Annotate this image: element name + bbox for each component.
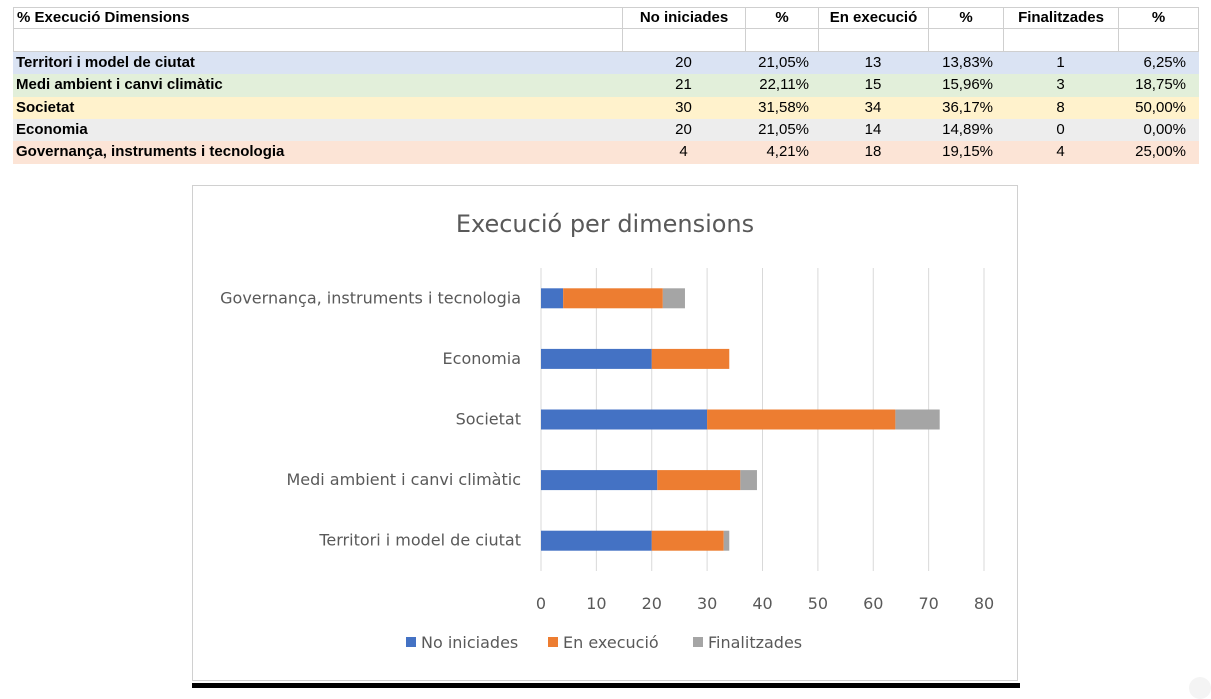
- table-row: Medi ambient i canvi climàtic 21 22,11% …: [13, 74, 1199, 97]
- stacked-bar-chart: 0 10 20 30 40 50 60 70 80 Territori i model de ci…: [220, 268, 994, 652]
- bar-segment: [723, 530, 730, 551]
- chart-title: Execució per dimensions: [455, 210, 755, 238]
- pct-no-iniciades-cell: 21,05%: [758, 53, 809, 71]
- pct-no-iniciades-cell: 22,11%: [759, 76, 809, 94]
- table-row: Governança, instruments i tecnologia 4 4…: [13, 141, 1199, 164]
- en-execucio-cell: 13: [864, 53, 882, 71]
- corner-scroll-indicator: [1189, 677, 1211, 699]
- pct-finalitzades-cell: 18,75%: [1135, 76, 1186, 94]
- category-label: Territori i model de ciutat: [318, 531, 521, 550]
- bar-segment: [662, 288, 685, 309]
- pct-no-iniciades-cell: 21,05%: [758, 120, 809, 138]
- x-tick-label: 40: [752, 594, 772, 613]
- x-tick-label: 50: [808, 594, 828, 613]
- legend-label: Finalitzades: [708, 633, 802, 652]
- legend-label: En execució: [563, 633, 659, 652]
- no-iniciades-cell: 4: [679, 143, 688, 161]
- bar-segment: [657, 470, 741, 491]
- pct-en-execucio-cell: 14,89%: [942, 120, 993, 138]
- execution-table: % Execució Dimensions No iniciades % En …: [13, 7, 1199, 164]
- bar-segment: [541, 348, 652, 369]
- pct-en-execucio-cell: 15,96%: [942, 76, 993, 94]
- no-iniciades-cell: 30: [675, 98, 692, 116]
- no-iniciades-cell: 20: [675, 120, 692, 138]
- bar-segment: [895, 409, 940, 430]
- dimension-name-cell: Governança, instruments i tecnologia: [16, 143, 285, 161]
- category-label: Societat: [456, 410, 521, 429]
- header-cell: En execució: [818, 7, 928, 30]
- x-tick-label: 80: [974, 594, 994, 613]
- legend-label: No iniciades: [421, 633, 518, 652]
- header-cell: %: [745, 7, 818, 30]
- no-iniciades-cell: 20: [675, 53, 692, 71]
- table-row: Societat 30 31,58% 34 36,17% 8 50,00%: [13, 96, 1199, 119]
- table-row: Economia 20 21,05% 14 14,89% 0 0,00%: [13, 118, 1199, 142]
- bar-segment: [707, 409, 896, 430]
- en-execucio-cell: 34: [864, 98, 882, 116]
- bar-segment: [541, 470, 658, 491]
- header-cell: Finalitzades: [1003, 7, 1118, 30]
- table-header-row: % Execució Dimensions No iniciades % En …: [13, 7, 1199, 30]
- bar-segment: [541, 288, 564, 309]
- blank-cell: [1118, 29, 1199, 52]
- dimension-name-cell: Economia: [16, 120, 88, 138]
- category-label: Governança, instruments i tecnologia: [220, 288, 521, 307]
- blank-cell: [818, 29, 928, 52]
- header-cell: %: [928, 7, 1003, 30]
- legend-swatch: [693, 637, 703, 647]
- en-execucio-cell: 15: [864, 76, 882, 94]
- pct-en-execucio-cell: 36,17%: [942, 98, 993, 116]
- pct-en-execucio-cell: 19,15%: [942, 143, 993, 161]
- finalitzades-cell: 1: [1056, 53, 1065, 71]
- category-label: Economia: [443, 349, 521, 368]
- finalitzades-cell: 8: [1056, 98, 1065, 116]
- bar-segment: [563, 288, 663, 309]
- header-cell: % Execució Dimensions: [13, 7, 622, 30]
- pct-finalitzades-cell: 6,25%: [1143, 53, 1186, 71]
- header-cell: %: [1118, 7, 1199, 30]
- blank-cell: [13, 29, 622, 52]
- pct-no-iniciades-cell: 4,21%: [766, 143, 809, 161]
- bar-segment: [541, 530, 652, 551]
- x-tick-label: 60: [863, 594, 883, 613]
- legend-swatch: [406, 637, 416, 647]
- dimension-name-cell: Societat: [16, 98, 75, 116]
- en-execucio-cell: 18: [864, 143, 882, 161]
- dimension-name-cell: Territori i model de ciutat: [16, 53, 195, 71]
- finalitzades-cell: 4: [1056, 143, 1065, 161]
- bar-segment: [651, 530, 724, 551]
- x-tick-label: 30: [697, 594, 717, 613]
- chart-bottom-rule: [192, 683, 1020, 688]
- x-tick-label: 0: [536, 594, 546, 613]
- finalitzades-cell: 0: [1056, 120, 1065, 138]
- pct-finalitzades-cell: 0,00%: [1143, 120, 1186, 138]
- chart-card: Execució per dimensions 0 10 20 30 40 50 60 70 8…: [192, 185, 1018, 681]
- table-row: Territori i model de ciutat 20 21,05% 13…: [13, 51, 1199, 75]
- bar-segment: [651, 348, 730, 369]
- en-execucio-cell: 14: [864, 120, 882, 138]
- blank-cell: [928, 29, 1003, 52]
- no-iniciades-cell: 21: [675, 76, 692, 94]
- pct-finalitzades-cell: 25,00%: [1135, 143, 1186, 161]
- category-label: Medi ambient i canvi climàtic: [286, 470, 521, 489]
- finalitzades-cell: 3: [1056, 76, 1065, 94]
- x-tick-label: 20: [642, 594, 662, 613]
- x-tick-label: 10: [586, 594, 606, 613]
- table-blank-row: [13, 29, 1199, 52]
- dimension-name-cell: Medi ambient i canvi climàtic: [16, 76, 223, 94]
- header-cell: No iniciades: [622, 7, 745, 30]
- pct-en-execucio-cell: 13,83%: [942, 53, 993, 71]
- pct-no-iniciades-cell: 31,58%: [758, 98, 809, 116]
- blank-cell: [622, 29, 745, 52]
- x-tick-label: 70: [918, 594, 938, 613]
- pct-finalitzades-cell: 50,00%: [1135, 98, 1186, 116]
- bar-segment: [541, 409, 708, 430]
- blank-cell: [745, 29, 818, 52]
- blank-cell: [1003, 29, 1118, 52]
- legend-swatch: [548, 637, 558, 647]
- bar-segment: [740, 470, 757, 491]
